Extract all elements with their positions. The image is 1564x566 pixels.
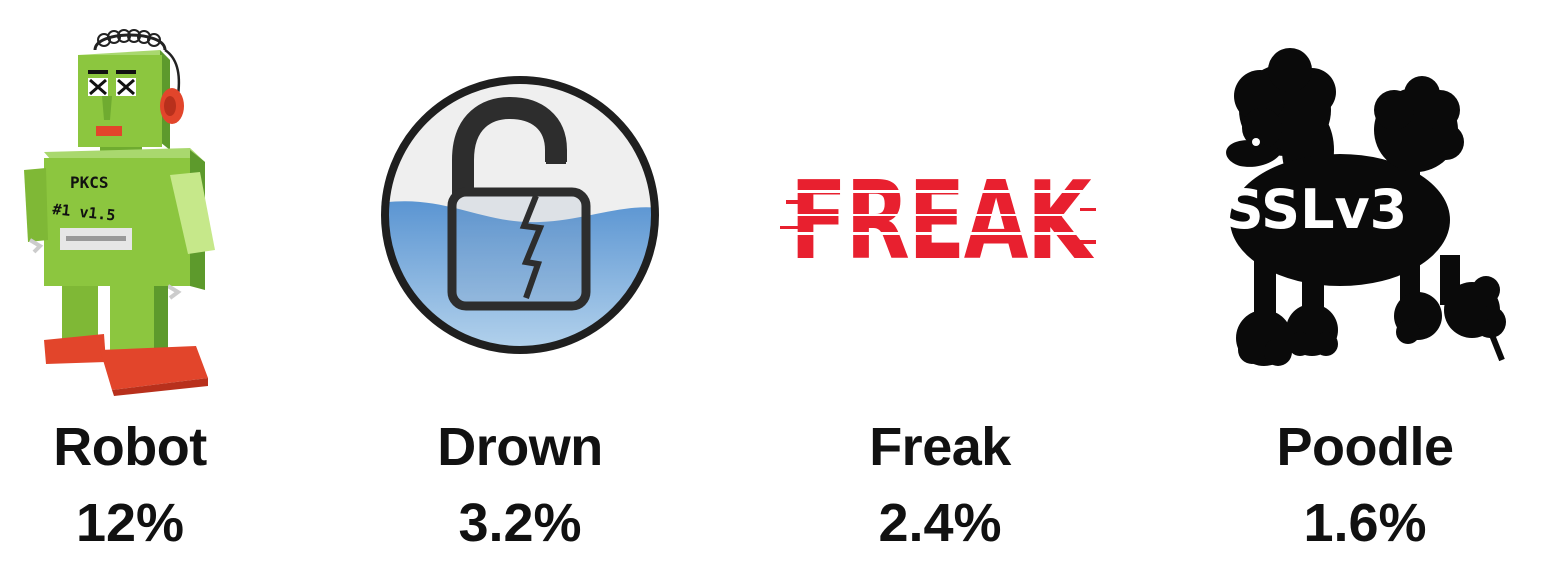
vulnerability-freak: FREAK Freak 2.4% xyxy=(760,0,1120,566)
caption-poodle: Poodle 1.6% xyxy=(1185,420,1545,550)
vulnerability-name: Drown xyxy=(437,417,603,477)
vulnerability-name: Freak xyxy=(869,417,1011,477)
svg-text:SSLv3: SSLv3 xyxy=(1225,178,1408,241)
vulnerability-drown: Drown 3.2% xyxy=(340,0,700,566)
freak-logo: FREAK xyxy=(780,159,1100,284)
caption-drown: Drown 3.2% xyxy=(340,420,700,550)
svg-text:PKCS: PKCS xyxy=(70,173,109,192)
vulnerability-percent: 12% xyxy=(75,493,185,553)
broken-padlock-icon xyxy=(381,76,659,354)
vulnerability-percent: 3.2% xyxy=(458,493,582,553)
vulnerability-poodle: SSLv3 Poodle 1.6% xyxy=(1190,0,1564,566)
vulnerability-percent: 2.4% xyxy=(878,493,1002,553)
robot-icon: PKCS #1 v1.5 xyxy=(24,29,215,396)
vulnerability-robot: PKCS #1 v1.5 Robot 12% xyxy=(0,0,300,566)
vulnerability-name: Poodle xyxy=(1276,417,1454,477)
svg-text:FREAK: FREAK xyxy=(790,159,1094,284)
poodle-icon: SSLv3 xyxy=(1225,48,1506,366)
caption-robot: Robot 12% xyxy=(0,420,310,550)
vulnerability-name: Robot xyxy=(53,417,207,477)
caption-freak: Freak 2.4% xyxy=(760,420,1120,550)
vulnerability-percent: 1.6% xyxy=(1303,493,1427,553)
